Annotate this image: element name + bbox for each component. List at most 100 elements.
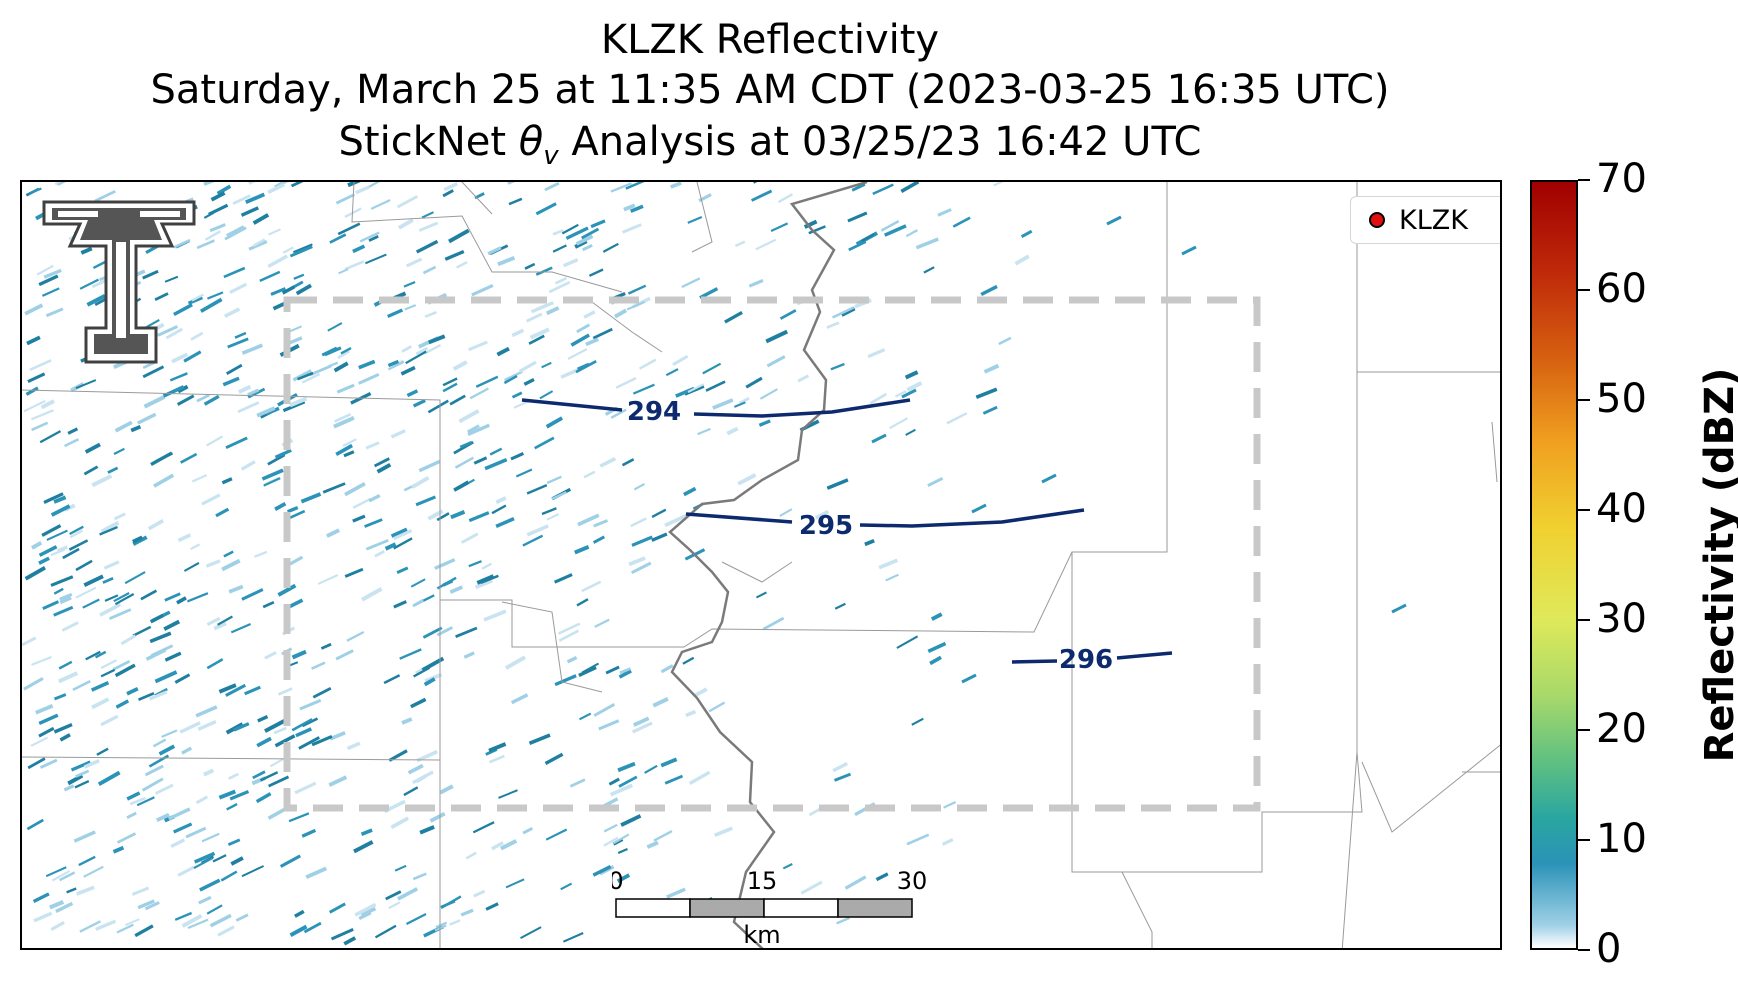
echo-streak (183, 350, 202, 363)
echo-streak (467, 423, 490, 436)
echo-streak (1020, 229, 1033, 239)
echo-streak (41, 524, 62, 537)
radar-map-panel[interactable]: 294 295 296 KLZK 0 15 30 km (20, 180, 1502, 950)
scale-unit: km (743, 921, 780, 947)
echo-streak (352, 244, 366, 254)
echo-streak (142, 269, 159, 280)
echo-streak (66, 887, 77, 894)
echo-streak (545, 828, 568, 841)
echo-streak (528, 334, 545, 345)
echo-streak (215, 507, 230, 518)
echo-streak (282, 400, 306, 413)
echo-streak (346, 741, 361, 751)
echo-streak (85, 650, 101, 661)
echo-streak (134, 924, 154, 938)
echo-streak (53, 723, 73, 734)
echo-streak (905, 229, 918, 238)
echo-streak (439, 784, 454, 795)
echo-streak (289, 509, 306, 520)
echo-streak (393, 600, 407, 609)
echo-streak (418, 221, 439, 232)
echo-streak (270, 287, 286, 296)
echo-streak (45, 866, 67, 878)
echo-streak (274, 734, 296, 748)
echo-streak (452, 360, 468, 371)
scale-label-0: 0 (612, 867, 624, 895)
echo-streak (364, 518, 383, 528)
echo-streak (235, 913, 249, 922)
echo-streak (142, 365, 165, 379)
echo-streak (800, 880, 823, 895)
echo-streak (541, 507, 557, 516)
echo-streak (733, 401, 746, 408)
echo-streak (609, 783, 634, 797)
echo-streak (300, 492, 322, 504)
echo-streak (32, 892, 50, 903)
echo-streak (54, 182, 63, 186)
echo-streak (229, 282, 248, 294)
echo-streak (43, 492, 64, 504)
echo-streak (344, 260, 365, 271)
echo-streak (581, 227, 600, 240)
echo-streak (528, 733, 551, 745)
echo-streak (288, 812, 310, 823)
echo-streak (298, 736, 321, 750)
echo-streak (523, 377, 535, 386)
echo-streak (324, 346, 342, 357)
colorbar-tick (1578, 289, 1590, 291)
echo-streak (546, 513, 560, 521)
echo-streak (368, 494, 381, 503)
echo-streak (24, 303, 44, 316)
echo-streak (864, 538, 875, 547)
echo-streak (38, 713, 59, 725)
echo-streak (681, 277, 701, 289)
echo-streak (937, 208, 952, 217)
echo-streak (577, 513, 600, 527)
echo-streak (599, 456, 617, 468)
echo-streak (489, 754, 505, 764)
echo-streak (405, 350, 427, 365)
echo-streak (176, 394, 195, 406)
echo-streak (293, 273, 305, 280)
echo-streak (861, 232, 875, 243)
echo-streak (252, 238, 266, 247)
echo-streak (782, 863, 793, 870)
echo-streak (779, 508, 793, 517)
echo-streak (131, 886, 150, 896)
echo-streak (510, 451, 525, 461)
echo-streak (631, 561, 652, 575)
echo-streak (69, 529, 84, 539)
echo-streak (279, 854, 301, 868)
echo-streak (883, 224, 907, 237)
colorbar-tick-label: 60 (1596, 266, 1647, 312)
echo-streak (535, 202, 557, 216)
echo-streak (262, 600, 275, 609)
echo-streak (412, 770, 434, 785)
echo-streak (900, 182, 920, 193)
echo-streak (444, 249, 465, 261)
colorbar-tick (1578, 729, 1590, 731)
echo-streak (173, 238, 191, 249)
echo-streak (58, 660, 73, 670)
echo-streak (27, 757, 46, 770)
echo-streak (368, 235, 379, 242)
echo-streak (322, 482, 346, 494)
legend-label: KLZK (1399, 204, 1468, 236)
echo-streak (113, 592, 130, 603)
echo-streak (84, 442, 101, 454)
echo-streak (39, 430, 62, 444)
echo-streak (196, 239, 215, 250)
echo-streak (248, 240, 268, 251)
echo-streak (240, 460, 256, 471)
echo-streak (396, 195, 418, 209)
echo-streak (130, 424, 142, 433)
contour-296-line (1011, 651, 1173, 664)
echo-streak (265, 406, 280, 416)
echo-streak (94, 189, 116, 203)
echo-streak (149, 631, 172, 644)
echo-streak (100, 659, 117, 670)
echo-streak (889, 417, 909, 430)
echo-streak (906, 833, 930, 846)
echo-streak (26, 335, 41, 346)
echo-streak (632, 383, 655, 395)
